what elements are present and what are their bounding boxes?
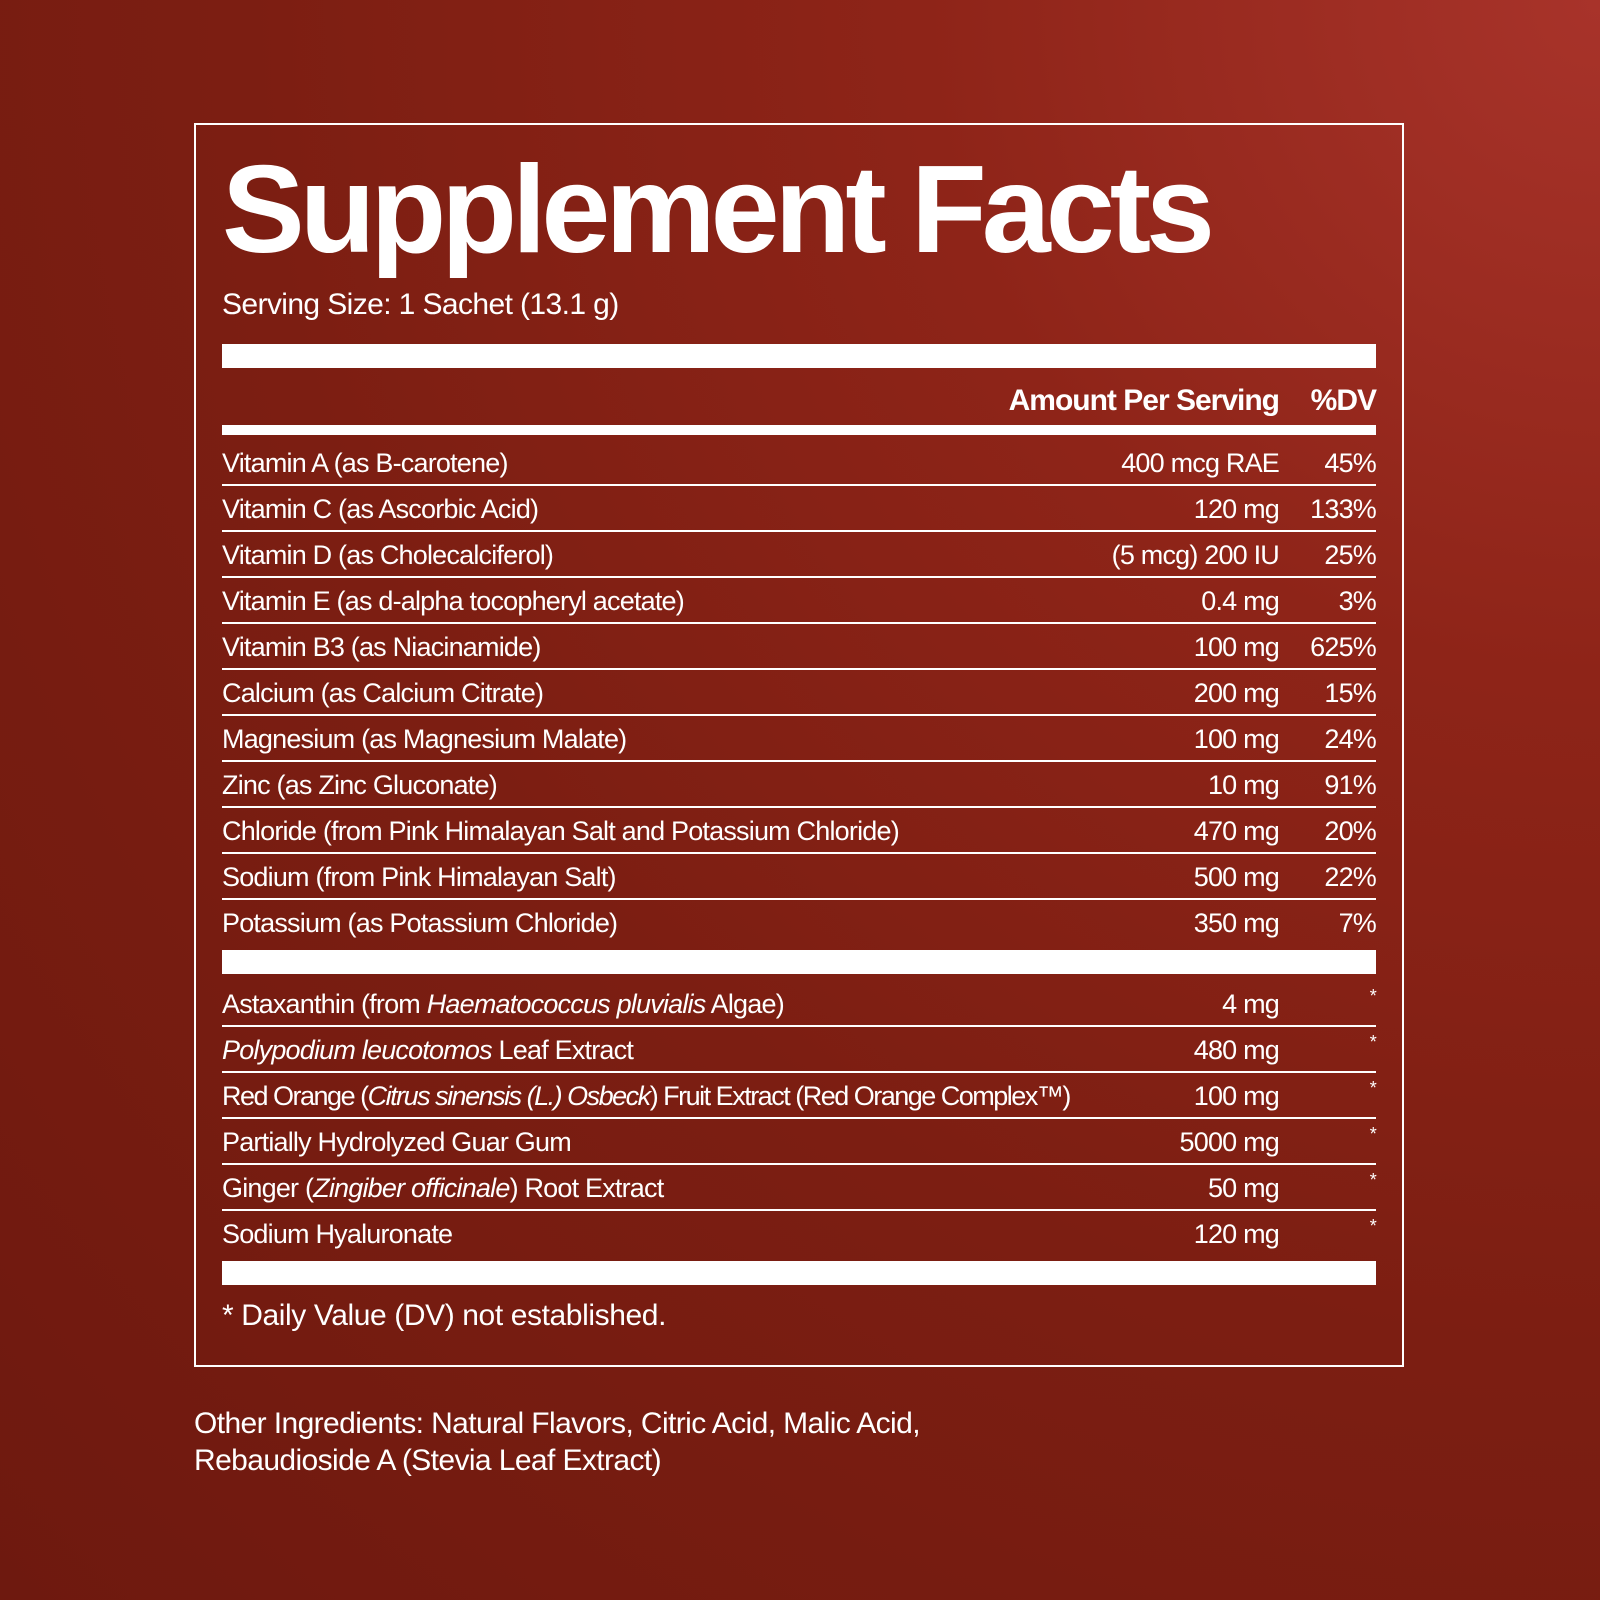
active-ingredient-row: Partially Hydrolyzed Guar Gum 5000 mg * <box>222 1119 1377 1165</box>
nutrient-row: Zinc (as Zinc Gluconate) 10 mg 91% <box>222 762 1377 808</box>
thick-divider-top <box>222 344 1376 368</box>
nutrient-amount: 200 mg <box>1193 678 1280 708</box>
active-ingredient-name: Sodium Hyaluronate <box>222 1211 453 1257</box>
nutrient-row: Vitamin A (as B-carotene) 400 mcg RAE 45% <box>222 440 1377 486</box>
active-ingredient-amount: 4 mg <box>1222 989 1280 1019</box>
nutrient-row: Vitamin C (as Ascorbic Acid) 120 mg 133% <box>222 486 1377 532</box>
active-ingredient-row: Sodium Hyaluronate 120 mg * <box>222 1211 1377 1257</box>
nutrient-name: Sodium (from Pink Himalayan Salt) <box>222 862 617 892</box>
nutrient-amount: 470 mg <box>1193 816 1280 846</box>
name-text: ) Root Extract <box>509 1173 665 1203</box>
nutrient-amount: 350 mg <box>1193 908 1280 938</box>
nutrient-name: Zinc (as Zinc Gluconate) <box>222 770 498 800</box>
active-ingredient-row: Red Orange (Citrus sinensis (L.) Osbeck)… <box>222 1073 1377 1119</box>
nutrient-name: Chloride (from Pink Himalayan Salt and P… <box>222 816 900 846</box>
name-text: Astaxanthin (from <box>222 989 427 1019</box>
active-ingredient-amount: 5000 mg <box>1179 1127 1280 1157</box>
nutrient-amount: 400 mcg RAE <box>1121 448 1280 478</box>
nutrient-row: Vitamin B3 (as Niacinamide) 100 mg 625% <box>222 624 1377 670</box>
nutrient-row: Vitamin D (as Cholecalciferol) (5 mcg) 20… <box>222 532 1377 578</box>
name-text: Sodium Hyaluronate <box>222 1219 453 1249</box>
nutrient-dv: 625% <box>1310 632 1377 662</box>
name-text: Ginger ( <box>222 1173 314 1203</box>
active-ingredient-amount: 100 mg <box>1193 1081 1280 1111</box>
nutrient-list: Vitamin A (as B-carotene) 400 mcg RAE 45% V… <box>222 440 1377 946</box>
nutrient-dv: 20% <box>1324 816 1376 846</box>
dv-not-established-marker: * <box>1369 986 1377 1006</box>
dv-not-established-marker: * <box>1369 1170 1377 1190</box>
medium-divider <box>222 425 1376 435</box>
active-ingredient-name: Astaxanthin (from Haematococcus pluviali… <box>222 981 785 1027</box>
dv-footnote: * Daily Value (DV) not established. <box>222 1299 666 1332</box>
active-ingredient-row: Ginger (Zingiber officinale) Root Extrac… <box>222 1165 1377 1211</box>
nutrient-name: Potassium (as Potassium Chloride) <box>222 908 618 938</box>
dv-not-established-marker: * <box>1369 1124 1377 1144</box>
nutrient-row: Calcium (as Calcium Citrate) 200 mg 15% <box>222 670 1377 716</box>
other-ingredients-line-2: Rebaudioside A (Stevia Leaf Extract) <box>194 1444 662 1477</box>
nutrient-amount: 10 mg <box>1207 770 1280 800</box>
nutrient-dv: 15% <box>1324 678 1376 708</box>
name-text: ) Fruit Extract (Red Orange Complex™) <box>649 1081 1072 1111</box>
nutrient-amount: 100 mg <box>1193 724 1280 754</box>
name-text: Leaf Extract <box>491 1035 634 1065</box>
nutrient-dv: 91% <box>1324 770 1376 800</box>
active-ingredient-amount: 120 mg <box>1193 1219 1280 1249</box>
botanical-name: Polypodium leucotomos <box>222 1035 493 1065</box>
other-actives-list: Astaxanthin (from Haematococcus pluviali… <box>222 981 1377 1257</box>
nutrient-dv: 133% <box>1310 494 1377 524</box>
other-ingredients: Other Ingredients: Natural Flavors, Citr… <box>194 1405 921 1479</box>
nutrient-name: Vitamin A (as B-carotene) <box>222 448 508 478</box>
nutrient-dv: 25% <box>1324 540 1376 570</box>
nutrient-row: Vitamin E (as d-alpha tocopheryl acetate… <box>222 578 1377 624</box>
name-text: Partially Hydrolyzed Guar Gum <box>222 1127 572 1157</box>
active-ingredient-row: Polypodium leucotomos Leaf Extract 480 mg… <box>222 1027 1377 1073</box>
other-ingredients-line-1: Other Ingredients: Natural Flavors, Citr… <box>194 1407 921 1440</box>
nutrient-dv: 7% <box>1338 908 1377 938</box>
botanical-name: Citrus sinensis (L.) Osbeck <box>367 1081 652 1111</box>
nutrient-dv: 22% <box>1324 862 1376 892</box>
nutrient-amount: 0.4 mg <box>1201 586 1280 616</box>
nutrient-row: Magnesium (as Magnesium Malate) 100 mg 24% <box>222 716 1377 762</box>
active-ingredient-row: Astaxanthin (from Haematococcus pluviali… <box>222 981 1377 1027</box>
dv-not-established-marker: * <box>1369 1032 1377 1052</box>
nutrient-name: Magnesium (as Magnesium Malate) <box>222 724 627 754</box>
nutrient-amount: (5 mcg) 200 IU <box>1111 540 1280 570</box>
nutrient-amount: 500 mg <box>1193 862 1280 892</box>
nutrient-name: Vitamin B3 (as Niacinamide) <box>222 632 541 662</box>
nutrient-row: Chloride (from Pink Himalayan Salt and P… <box>222 808 1377 854</box>
botanical-name: Haematococcus pluvialis <box>426 989 707 1019</box>
supplement-facts-panel <box>194 123 1404 1367</box>
active-ingredient-name: Red Orange (Citrus sinensis (L.) Osbeck)… <box>222 1073 1072 1119</box>
active-ingredient-amount: 480 mg <box>1193 1035 1280 1065</box>
nutrient-row: Sodium (from Pink Himalayan Salt) 500 mg 2… <box>222 854 1377 900</box>
nutrient-name: Calcium (as Calcium Citrate) <box>222 678 544 708</box>
thick-divider-bottom <box>222 1261 1376 1285</box>
name-text: Red Orange ( <box>222 1081 369 1111</box>
nutrient-amount: 120 mg <box>1193 494 1280 524</box>
nutrient-dv: 24% <box>1324 724 1376 754</box>
nutrient-name: Vitamin E (as d-alpha tocopheryl acetate… <box>222 586 685 616</box>
nutrient-amount: 100 mg <box>1193 632 1280 662</box>
active-ingredient-name: Ginger (Zingiber officinale) Root Extrac… <box>222 1165 665 1211</box>
dv-header: %DV <box>1310 384 1377 417</box>
dv-not-established-marker: * <box>1369 1216 1377 1236</box>
panel-title: Supplement Facts <box>222 141 1215 279</box>
thick-divider-middle <box>222 950 1376 974</box>
nutrient-row: Potassium (as Potassium Chloride) 350 mg 7… <box>222 900 1377 946</box>
name-text: Algae) <box>705 989 785 1019</box>
active-ingredient-name: Partially Hydrolyzed Guar Gum <box>222 1119 572 1165</box>
nutrient-name: Vitamin D (as Cholecalciferol) <box>222 540 554 570</box>
column-header-row: Amount Per Serving %DV <box>222 383 1377 419</box>
active-ingredient-amount: 50 mg <box>1207 1173 1280 1203</box>
nutrient-name: Vitamin C (as Ascorbic Acid) <box>222 494 539 524</box>
amount-per-serving-header: Amount Per Serving <box>1008 384 1280 417</box>
active-ingredient-name: Polypodium leucotomos Leaf Extract <box>222 1027 634 1073</box>
serving-size: Serving Size: 1 Sachet (13.1 g) <box>222 288 619 321</box>
botanical-name: Zingiber officinale <box>313 1173 510 1203</box>
dv-not-established-marker: * <box>1369 1078 1377 1098</box>
nutrient-dv: 45% <box>1324 448 1376 478</box>
nutrient-dv: 3% <box>1338 586 1377 616</box>
